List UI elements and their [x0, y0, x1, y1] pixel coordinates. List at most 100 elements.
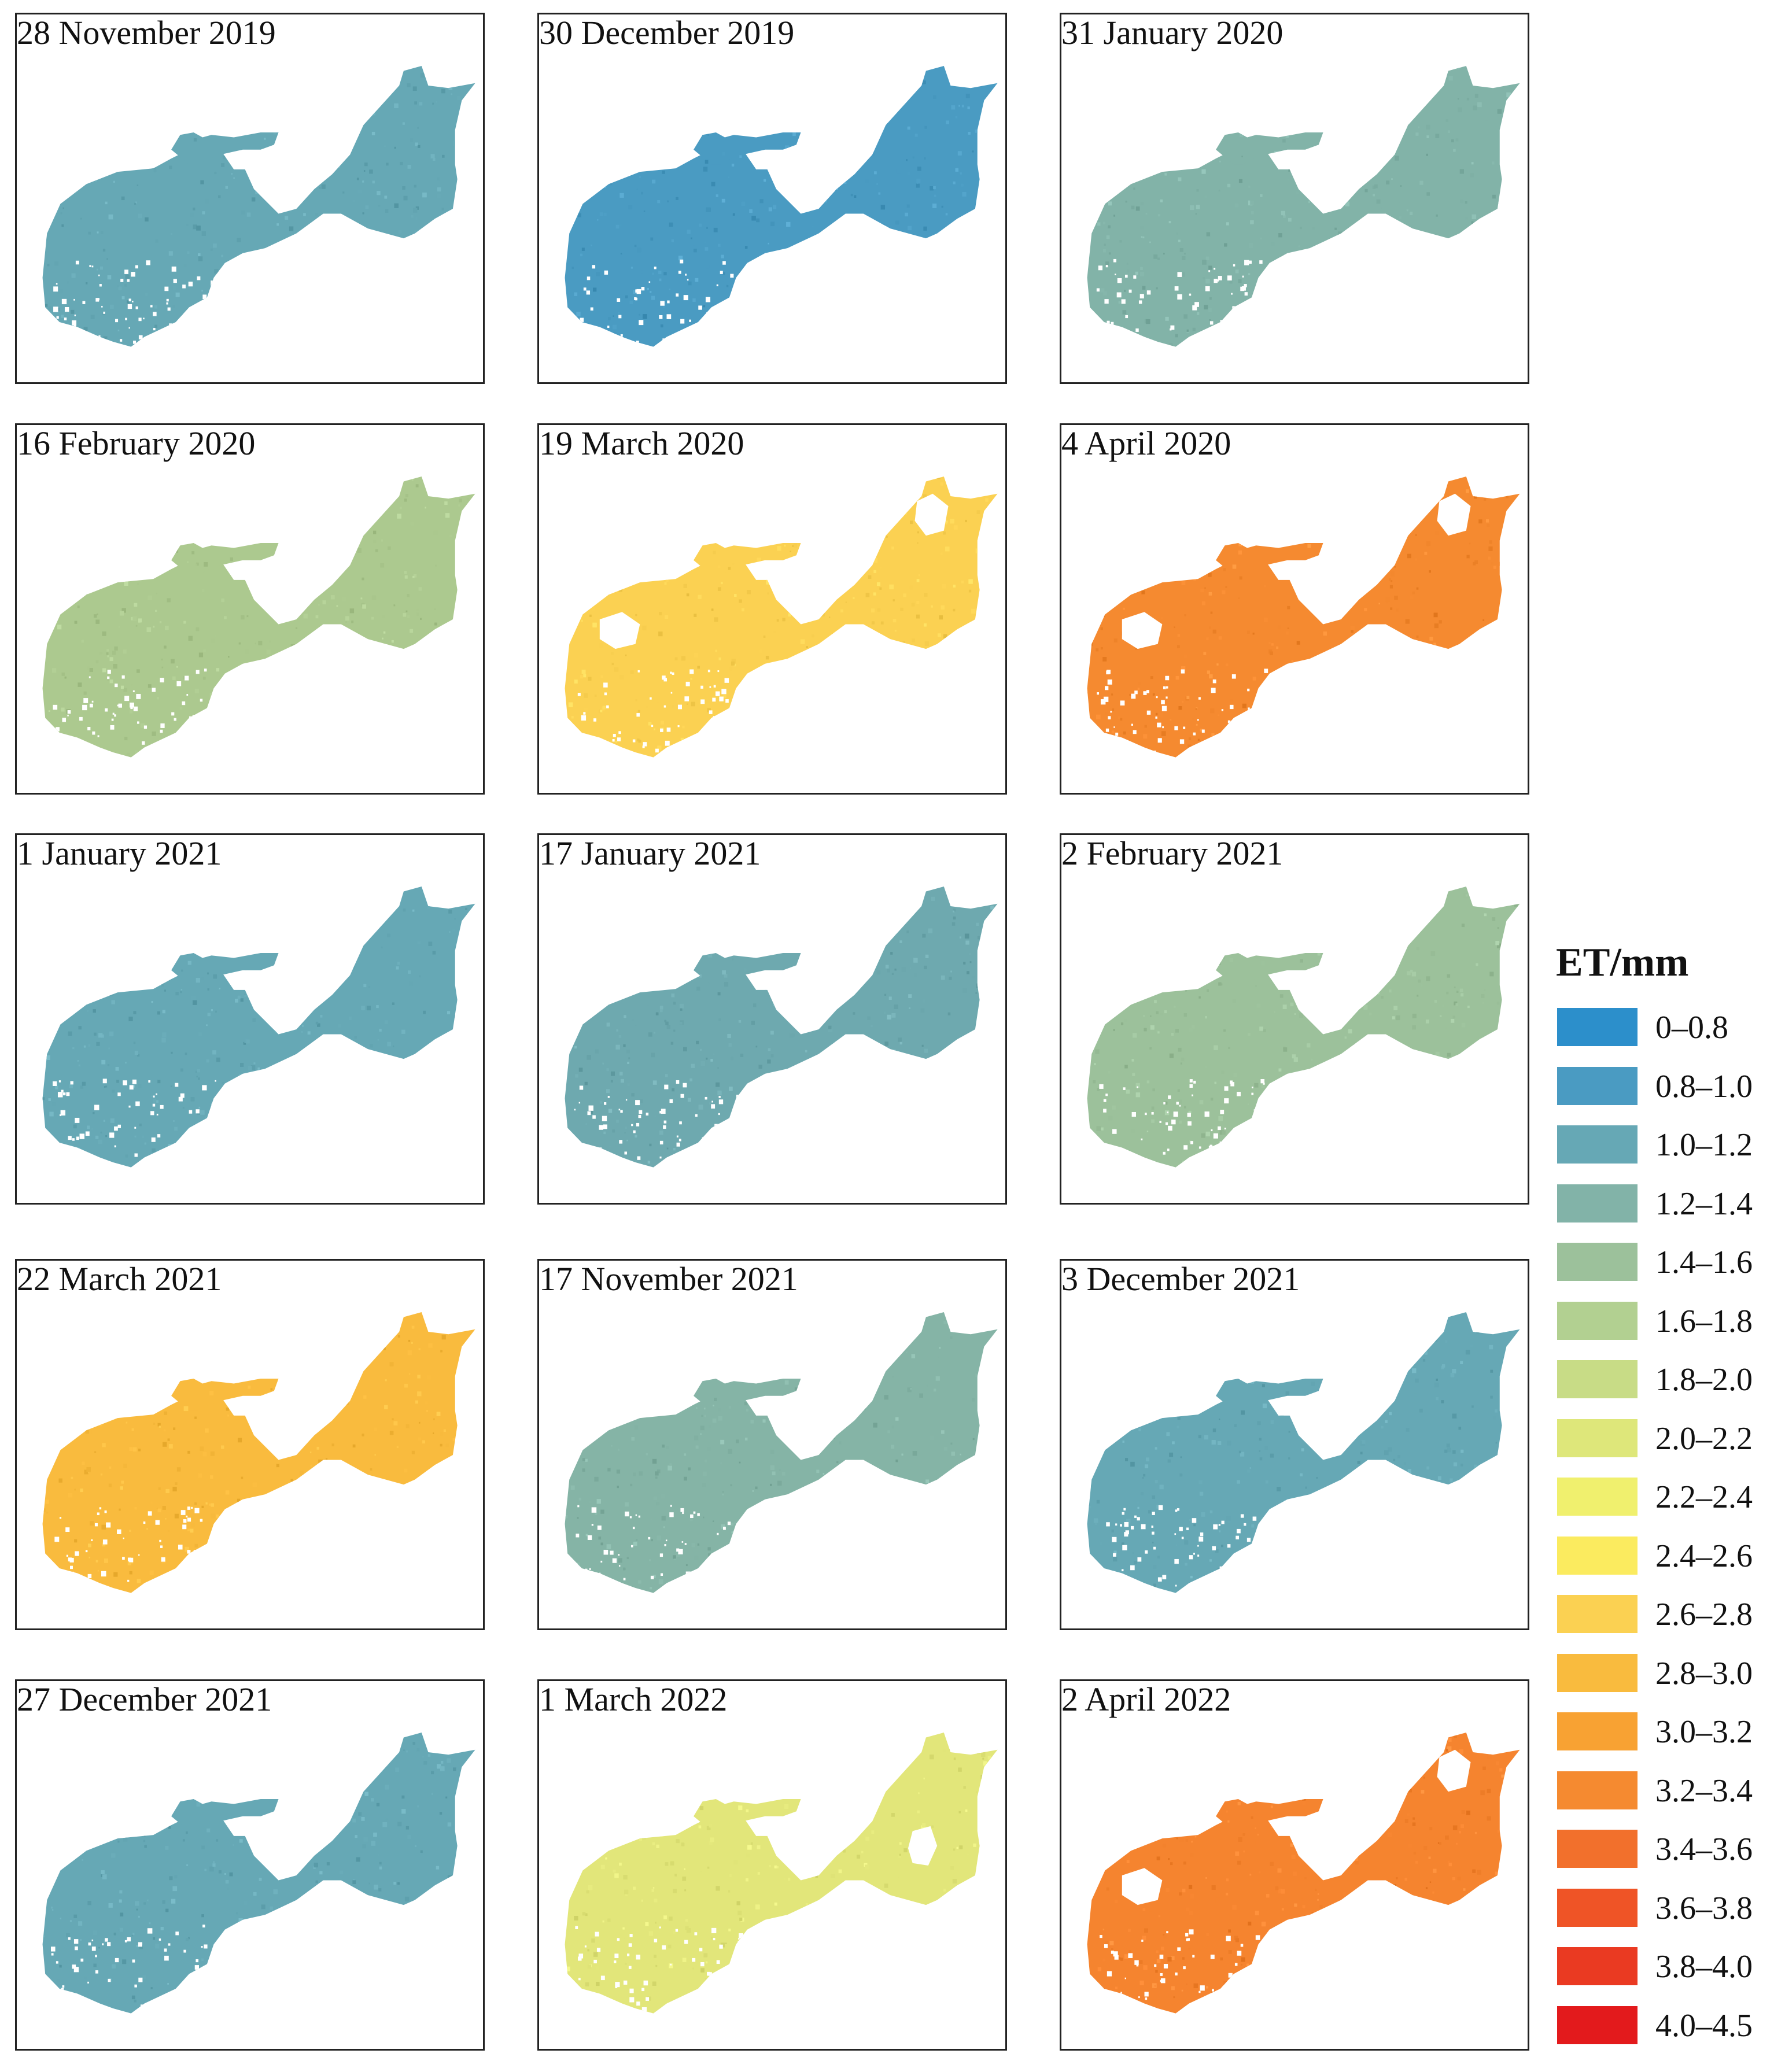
legend-swatch: [1556, 2004, 1639, 2045]
et-area-fill-north: [694, 1798, 801, 1831]
legend-item: 0–0.8: [1556, 1007, 1776, 1066]
legend-swatch: [1556, 1242, 1639, 1282]
et-area-fill: [1087, 65, 1520, 347]
legend-item: 1.6–1.8: [1556, 1300, 1776, 1360]
no-data-patch: [1437, 493, 1471, 536]
et-area-fill-north: [171, 952, 279, 985]
et-raster-map: [1087, 65, 1520, 347]
map-panel: 2 April 2022: [1060, 1679, 1529, 2051]
et-area-fill-north: [694, 1378, 801, 1411]
no-data-patch: [599, 612, 640, 649]
et-area-fill: [42, 65, 475, 347]
legend-title: ET/mm: [1556, 940, 1689, 985]
et-area-fill-north: [171, 132, 279, 165]
et-raster-map: [565, 65, 998, 347]
et-raster-map: [1087, 476, 1520, 758]
et-raster-map: [42, 476, 475, 758]
et-area-fill: [565, 65, 998, 347]
lake-shape: [42, 65, 475, 347]
et-raster-map: [42, 65, 475, 347]
et-raster-map: [1087, 1312, 1520, 1593]
lake-shape: [565, 1732, 998, 2014]
legend-swatch: [1556, 1887, 1639, 1928]
et-area-fill-north: [1216, 1798, 1323, 1831]
et-area-fill-north: [1216, 952, 1323, 985]
et-area-fill: [42, 476, 475, 758]
map-panel: 2 February 2021: [1060, 833, 1529, 1205]
map-panel: 3 December 2021: [1060, 1259, 1529, 1630]
map-panel: 1 March 2022: [537, 1679, 1007, 2051]
legend-label: 0–0.8: [1655, 1010, 1728, 1046]
no-data-patch: [908, 1826, 938, 1866]
lake-shape: [42, 1732, 475, 2014]
lake-shape: [1087, 886, 1520, 1168]
legend-label: 2.0–2.2: [1655, 1420, 1753, 1457]
map-panel: 4 April 2020: [1060, 423, 1529, 795]
panel-date-label: 19 March 2020: [539, 424, 744, 462]
legend-item: 3.2–3.4: [1556, 1770, 1776, 1829]
legend-label: 4.0–4.5: [1655, 2007, 1753, 2044]
et-raster-map: [42, 1312, 475, 1593]
et-area-fill: [565, 1732, 998, 2014]
legend-item: 0.8–1.0: [1556, 1065, 1776, 1125]
legend-label: 1.2–1.4: [1655, 1185, 1753, 1222]
legend-swatch: [1556, 1124, 1639, 1165]
panel-date-label: 30 December 2019: [539, 14, 795, 51]
lake-shape: [565, 886, 998, 1168]
lake-shape: [1087, 65, 1520, 347]
lake-shape: [565, 1312, 998, 1593]
legend-label: 3.2–3.4: [1655, 1772, 1753, 1809]
map-panel: 16 February 2020: [15, 423, 485, 795]
et-area-fill: [1087, 1732, 1520, 2014]
no-data-patch: [914, 493, 949, 536]
et-area-fill: [565, 886, 998, 1168]
et-raster-map: [42, 1732, 475, 2014]
legend-swatch: [1556, 1007, 1639, 1047]
et-raster-map: [565, 1732, 998, 2014]
lake-shape: [42, 1312, 475, 1593]
legend-item: 2.6–2.8: [1556, 1594, 1776, 1653]
legend-item: 3.6–3.8: [1556, 1887, 1776, 1947]
legend-item: 1.0–1.2: [1556, 1124, 1776, 1183]
et-area-fill-north: [1216, 1378, 1323, 1411]
lake-shape: [42, 476, 475, 758]
legend-swatch: [1556, 1711, 1639, 1752]
et-raster-map: [1087, 1732, 1520, 2014]
panel-date-label: 16 February 2020: [17, 424, 256, 462]
map-panel: 22 March 2021: [15, 1259, 485, 1630]
legend-item: 2.0–2.2: [1556, 1417, 1776, 1477]
panel-date-label: 1 March 2022: [539, 1681, 728, 1718]
legend-label: 2.8–3.0: [1655, 1655, 1753, 1691]
lake-shape: [42, 886, 475, 1168]
legend-label: 1.4–1.6: [1655, 1244, 1753, 1280]
legend-swatch: [1556, 1535, 1639, 1576]
legend-label: 1.0–1.2: [1655, 1127, 1753, 1163]
legend-item: 3.4–3.6: [1556, 1829, 1776, 1888]
legend-swatch: [1556, 1829, 1639, 1869]
no-data-patch: [1122, 1868, 1163, 1905]
panel-date-label: 22 March 2021: [17, 1260, 222, 1298]
et-area-fill: [42, 1732, 475, 2014]
et-raster-map: [42, 886, 475, 1168]
panel-date-label: 3 December 2021: [1061, 1260, 1300, 1298]
et-raster-map: [1087, 886, 1520, 1168]
legend-label: 3.8–4.0: [1655, 1949, 1753, 1985]
lake-shape: [1087, 1312, 1520, 1593]
panel-date-label: 27 December 2021: [17, 1681, 272, 1718]
et-area-fill-north: [694, 542, 801, 575]
et-area-fill: [42, 886, 475, 1168]
legend-item: 3.0–3.2: [1556, 1711, 1776, 1770]
legend-item: 2.4–2.6: [1556, 1535, 1776, 1594]
no-data-patch: [1437, 1749, 1471, 1792]
legend-swatch: [1556, 1946, 1639, 1986]
panel-date-label: 2 February 2021: [1061, 834, 1284, 872]
legend-label: 2.2–2.4: [1655, 1479, 1753, 1515]
no-data-patch: [1122, 612, 1163, 649]
legend-swatch: [1556, 1594, 1639, 1634]
et-area-fill: [1087, 476, 1520, 758]
map-panel: 17 January 2021: [537, 833, 1007, 1205]
legend-item: 4.0–4.5: [1556, 2004, 1776, 2064]
legend-label: 0.8–1.0: [1655, 1068, 1753, 1105]
legend-label: 2.4–2.6: [1655, 1538, 1753, 1574]
panel-date-label: 4 April 2020: [1061, 424, 1231, 462]
